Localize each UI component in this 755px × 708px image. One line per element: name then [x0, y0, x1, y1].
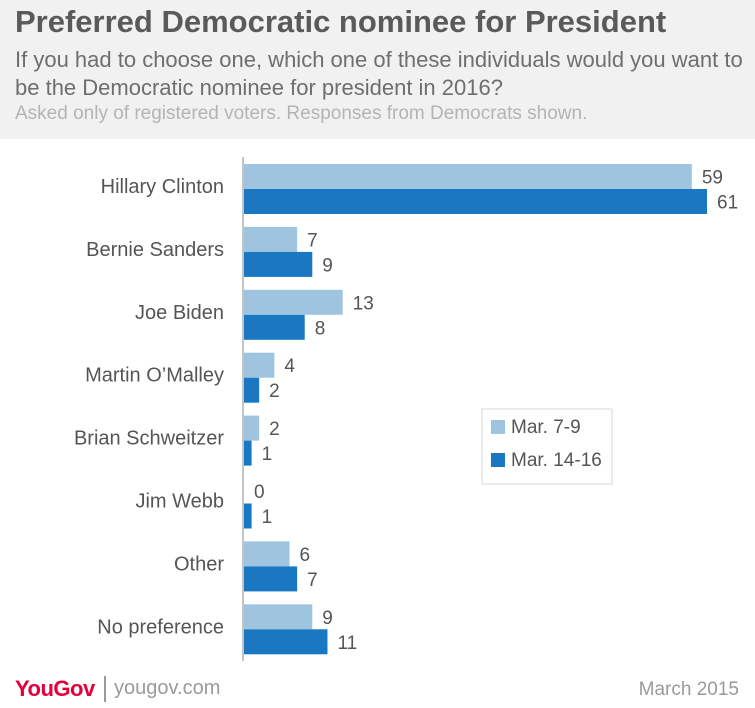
legend: Mar. 7-9 Mar. 14-16 — [481, 408, 613, 485]
footer-divider — [104, 676, 106, 702]
chart-title: Preferred Democratic nominee for Preside… — [15, 4, 667, 39]
chart-subtitle: If you had to choose one, which one of t… — [15, 47, 743, 100]
data-label: 9 — [322, 608, 333, 629]
bar-mar-14-16 — [244, 440, 252, 466]
bar-mar-7-9 — [244, 226, 298, 252]
data-label: 8 — [315, 318, 326, 339]
chart-header: Preferred Democratic nominee for Preside… — [0, 0, 755, 139]
data-label: 6 — [300, 545, 311, 566]
bar-mar-14-16 — [244, 566, 298, 592]
data-label: 11 — [337, 633, 357, 654]
legend-label: Mar. 14-16 — [511, 450, 602, 471]
bar-mar-7-9 — [244, 541, 290, 567]
category-label: Other — [174, 553, 224, 575]
data-label: 0 — [254, 482, 265, 503]
footer-date: March 2015 — [638, 679, 739, 700]
bar-mar-7-9 — [244, 604, 313, 630]
bar-mar-7-9 — [244, 415, 260, 441]
data-label: 7 — [307, 230, 318, 251]
footer-site: yougov.com — [114, 677, 221, 699]
data-label: 59 — [702, 168, 723, 189]
bar-mar-7-9 — [244, 289, 343, 315]
data-label: 2 — [269, 419, 280, 440]
data-label: 7 — [307, 570, 318, 591]
legend-swatch — [491, 453, 505, 467]
category-label: No preference — [97, 616, 224, 638]
legend-swatch — [491, 420, 505, 434]
data-label: 61 — [717, 193, 738, 214]
data-label: 1 — [262, 444, 273, 465]
bar-mar-14-16 — [244, 503, 252, 529]
data-label: 13 — [353, 293, 374, 314]
data-label: 4 — [284, 356, 295, 377]
chart-note: Asked only of registered voters. Respons… — [15, 103, 588, 124]
category-label: Martin O’Malley — [85, 365, 224, 387]
bar-mar-14-16 — [244, 377, 260, 403]
category-label: Hillary Clinton — [101, 176, 224, 198]
category-label: Jim Webb — [135, 491, 224, 513]
data-label: 1 — [262, 507, 273, 528]
bar-mar-14-16 — [244, 189, 707, 214]
legend-label: Mar. 7-9 — [511, 417, 581, 438]
category-label: Joe Biden — [135, 302, 224, 324]
data-label: 2 — [269, 381, 280, 402]
bar-mar-14-16 — [244, 251, 313, 277]
bar-mar-7-9 — [244, 164, 692, 189]
bar-mar-7-9 — [244, 352, 275, 378]
data-label: 9 — [322, 255, 333, 276]
category-label: Bernie Sanders — [86, 239, 224, 261]
category-label: Brian Schweitzer — [74, 428, 224, 450]
yougov-logo: YouGov — [15, 676, 95, 701]
bar-mar-14-16 — [244, 629, 328, 655]
bar-mar-14-16 — [244, 314, 305, 340]
